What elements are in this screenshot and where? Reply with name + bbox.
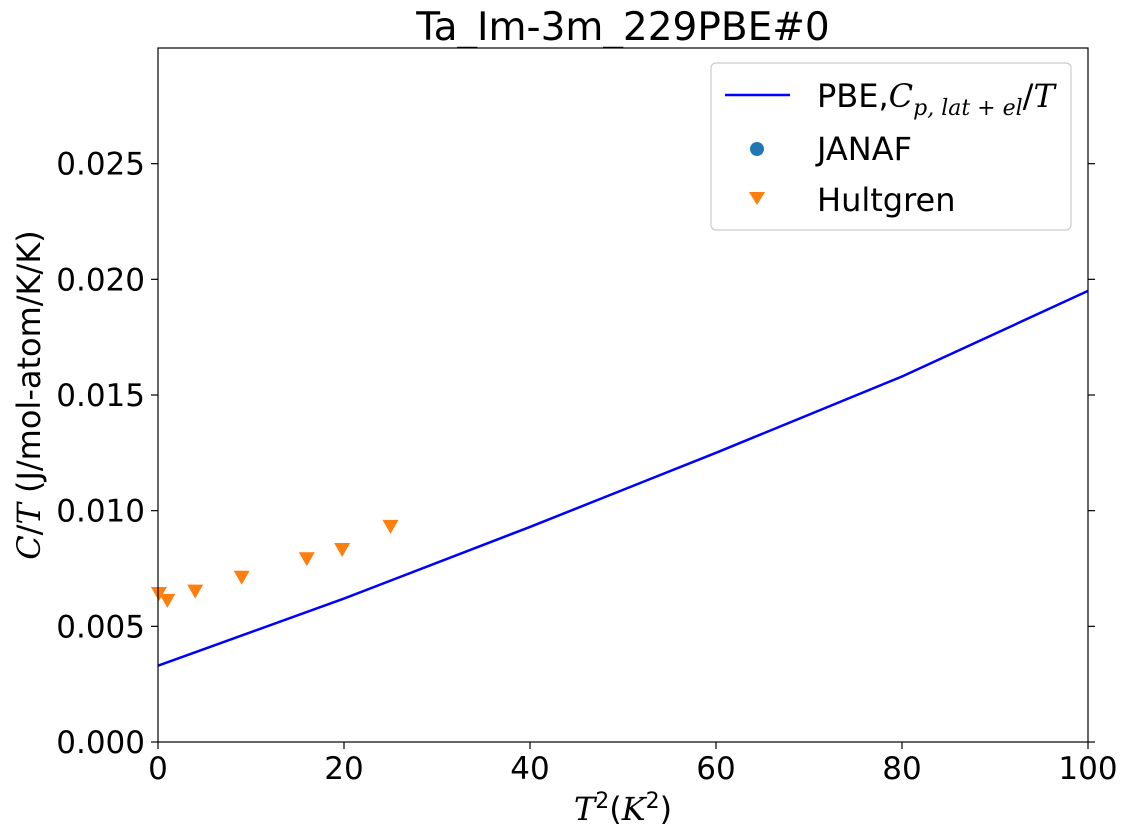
y-tick-label: 0.025 bbox=[56, 147, 145, 183]
legend-box bbox=[710, 62, 1072, 231]
hultgren-point bbox=[334, 542, 351, 557]
y-axis-label: C/T (J/mol-atom/K/K) bbox=[10, 230, 48, 560]
y-tick-label: 0.015 bbox=[56, 378, 145, 414]
legend: PBE,Cp, lat + el/T JANAF Hultgren bbox=[710, 62, 1072, 231]
series-line-pbe bbox=[157, 289, 1089, 667]
x-tick-label: 80 bbox=[882, 751, 921, 787]
series-layer bbox=[150, 289, 1089, 667]
x-axis-ticks: 0 20 40 60 80 100 bbox=[148, 742, 1118, 787]
y-tick-label: 0.010 bbox=[56, 494, 145, 530]
legend-swatch-janaf-marker bbox=[750, 142, 764, 156]
legend-entry-hultgren: Hultgren bbox=[817, 181, 956, 219]
hultgren-point bbox=[150, 586, 167, 601]
legend-entry-janaf: JANAF bbox=[815, 130, 912, 168]
y-axis-ticks: 0.000 0.005 0.010 0.015 0.020 0.025 bbox=[56, 147, 1095, 761]
y-tick-label: 0.020 bbox=[56, 262, 145, 298]
y-tick-label: 0.005 bbox=[56, 609, 145, 645]
hultgren-point bbox=[298, 552, 315, 567]
hultgren-point bbox=[382, 519, 399, 534]
hultgren-point bbox=[159, 593, 176, 608]
x-tick-label: 100 bbox=[1058, 751, 1117, 787]
plot-frame bbox=[157, 47, 1089, 743]
chart-title: Ta_Im-3m_229PBE#0 bbox=[415, 5, 829, 50]
hultgren-point bbox=[187, 584, 204, 599]
x-tick-label: 20 bbox=[324, 751, 363, 787]
x-axis-label: T2(K2) bbox=[574, 789, 672, 828]
legend-entry-pbe: PBE,Cp, lat + el/T bbox=[817, 77, 1057, 121]
x-tick-label: 0 bbox=[148, 751, 168, 787]
hultgren-point bbox=[233, 570, 250, 585]
y-tick-label: 0.000 bbox=[56, 725, 145, 761]
x-tick-label: 40 bbox=[510, 751, 549, 787]
legend-swatch-hultgren-marker bbox=[749, 192, 765, 205]
x-tick-label: 60 bbox=[696, 751, 735, 787]
